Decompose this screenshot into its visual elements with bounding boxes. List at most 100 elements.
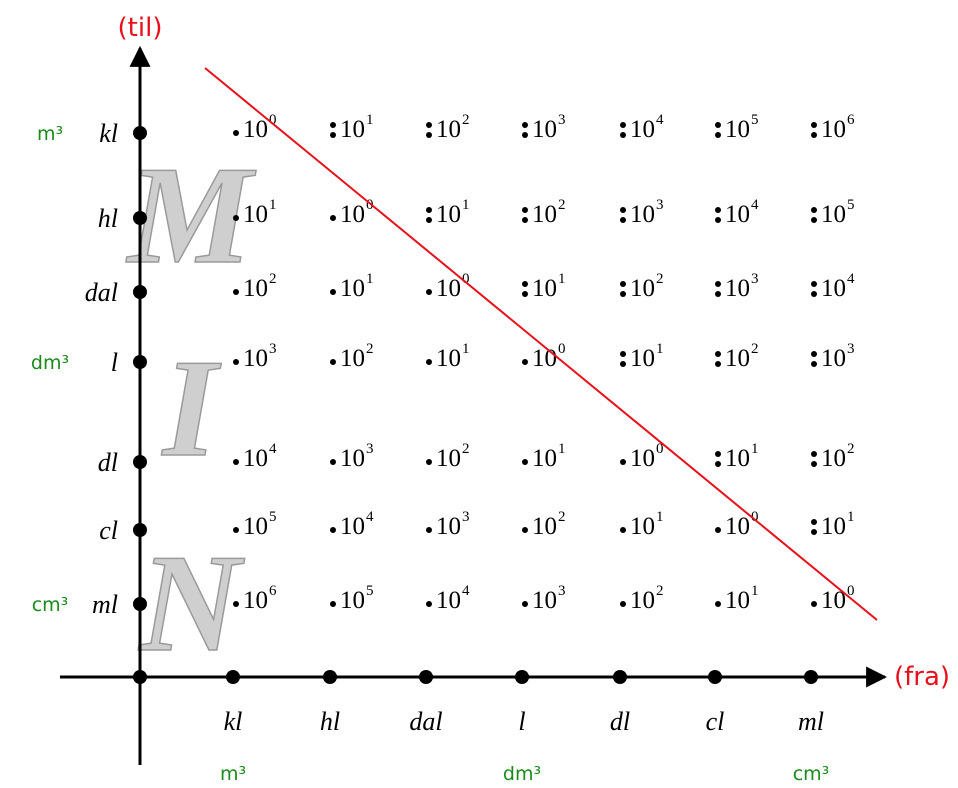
divide-operator (620, 207, 626, 213)
multiply-operator (522, 359, 528, 365)
power-exponent: 0 (751, 509, 759, 525)
divide-operator (811, 281, 817, 287)
power-exponent: 2 (558, 197, 566, 213)
multiply-operator (233, 601, 239, 607)
power-exponent: 2 (656, 583, 664, 599)
x-axis-dot (613, 670, 627, 684)
x-volume-label: dm³ (503, 763, 541, 785)
multiply-operator (330, 601, 336, 607)
multiply-operator (330, 289, 336, 295)
power-exponent: 5 (847, 197, 855, 213)
power-base: 10 (630, 513, 655, 540)
y-axis-title: (til) (118, 13, 163, 43)
divide-operator (811, 207, 817, 213)
divide-operator (522, 281, 528, 287)
power-exponent: 0 (366, 197, 374, 213)
power-base: 10 (436, 201, 461, 228)
power-base: 10 (725, 513, 750, 540)
y-unit-label: dal (85, 278, 118, 307)
power-exponent: 0 (269, 112, 277, 128)
power-base: 10 (436, 116, 461, 143)
power-exponent: 4 (656, 112, 664, 128)
power-base: 10 (725, 445, 750, 472)
multiply-operator (330, 527, 336, 533)
watermark-letter: I (161, 331, 222, 486)
power-base: 10 (630, 275, 655, 302)
power-base: 10 (821, 116, 846, 143)
multiply-operator (715, 601, 721, 607)
divide-operator (811, 122, 817, 128)
multiply-operator (522, 601, 528, 607)
divide-operator (522, 217, 528, 223)
y-unit-labels: kl hl dal l dl cl ml m³ dm³ cm³ (31, 119, 147, 619)
power-base: 10 (630, 587, 655, 614)
divide-operator (811, 291, 817, 297)
y-volume-label: dm³ (31, 352, 69, 374)
power-base: 10 (243, 116, 268, 143)
divide-operator (330, 132, 336, 138)
power-exponent: 0 (558, 341, 566, 357)
divide-operator (522, 291, 528, 297)
multiply-operator (715, 527, 721, 533)
x-unit-label: l (518, 707, 525, 736)
multiply-operator (330, 215, 336, 221)
x-volume-label: cm³ (793, 763, 830, 785)
y-unit-label: hl (98, 204, 118, 233)
divide-operator (715, 281, 721, 287)
power-base: 10 (630, 201, 655, 228)
power-exponent: 2 (751, 341, 759, 357)
power-base: 10 (725, 201, 750, 228)
divide-operator (620, 217, 626, 223)
multiply-operator (620, 459, 626, 465)
power-exponent: 2 (366, 341, 374, 357)
y-unit-label: l (111, 348, 118, 377)
divide-operator (426, 217, 432, 223)
x-axis-title: (fra) (894, 662, 950, 692)
multiply-operator (233, 130, 239, 136)
x-volume-label: m³ (220, 763, 246, 785)
divide-operator (715, 351, 721, 357)
divide-operator (620, 291, 626, 297)
multiply-operator (426, 459, 432, 465)
divide-operator (715, 217, 721, 223)
power-base: 10 (340, 116, 365, 143)
power-exponent: 1 (366, 271, 374, 287)
divide-operator (522, 207, 528, 213)
x-axis-dot (708, 670, 722, 684)
power-base: 10 (821, 275, 846, 302)
divide-operator (330, 122, 336, 128)
power-base: 10 (532, 275, 557, 302)
power-exponent: 1 (847, 509, 855, 525)
x-axis-dot (323, 670, 337, 684)
y-axis-dot (133, 211, 147, 225)
power-exponent: 1 (751, 441, 759, 457)
power-exponent: 2 (656, 271, 664, 287)
power-base: 10 (532, 201, 557, 228)
power-base: 10 (532, 345, 557, 372)
power-exponent: 6 (269, 583, 277, 599)
divide-operator (811, 461, 817, 467)
multiply-operator (426, 359, 432, 365)
multiply-operator (233, 359, 239, 365)
x-axis-dot (515, 670, 529, 684)
power-exponent: 3 (558, 583, 566, 599)
power-base: 10 (243, 513, 268, 540)
divide-operator (811, 132, 817, 138)
divide-operator (811, 217, 817, 223)
power-exponent: 4 (269, 441, 277, 457)
divide-operator (620, 351, 626, 357)
power-exponent: 0 (656, 441, 664, 457)
multiply-operator (426, 289, 432, 295)
power-base: 10 (340, 201, 365, 228)
power-base: 10 (340, 345, 365, 372)
power-base: 10 (630, 345, 655, 372)
power-exponent: 1 (656, 509, 664, 525)
power-exponent: 4 (847, 271, 855, 287)
power-exponent: 4 (366, 509, 374, 525)
power-exponent: 0 (462, 271, 470, 287)
y-unit-label: ml (92, 590, 118, 619)
divide-operator (620, 122, 626, 128)
divide-operator (715, 132, 721, 138)
power-exponent: 6 (847, 112, 855, 128)
